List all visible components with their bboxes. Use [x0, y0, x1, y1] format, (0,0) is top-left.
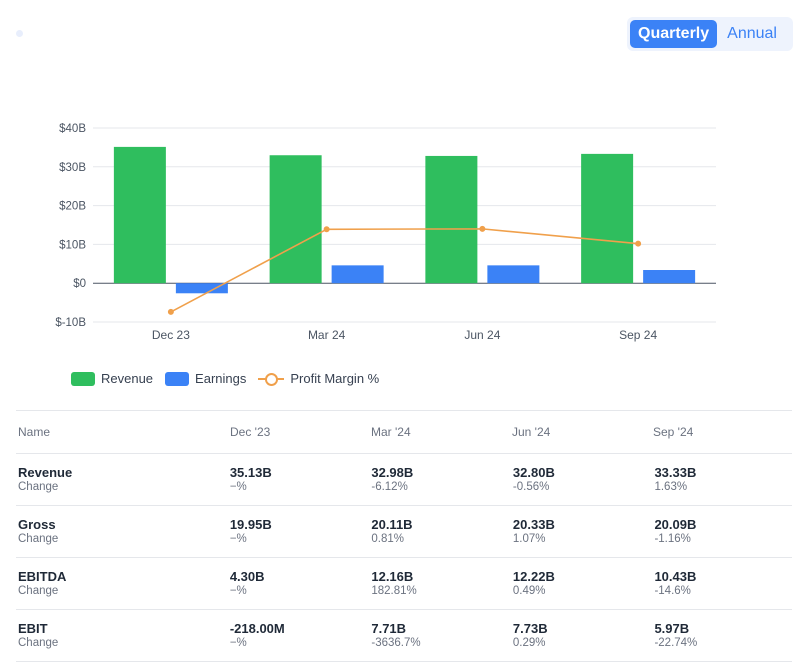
legend-label-earnings: Earnings [195, 371, 247, 386]
header-name: Name [18, 425, 51, 439]
legend-label-profit-margin: Profit Margin % [290, 371, 380, 386]
header-mar-24: Mar '24 [371, 425, 411, 439]
cell-change: 1.07% [512, 533, 546, 545]
earnings-bar [487, 265, 540, 284]
cell-value: 5.97B [654, 621, 690, 636]
earnings-swatch [165, 371, 190, 386]
cell-value: 19.95B [229, 517, 272, 532]
legend-item-revenue[interactable]: Revenue [71, 371, 153, 386]
cell-change: 0.29% [512, 637, 546, 649]
y-tick-label: $30B [59, 162, 86, 174]
row-change-label: Change [18, 481, 59, 493]
header-jun-24: Jun '24 [512, 425, 551, 439]
x-tick-label: Sep 24 [619, 328, 657, 342]
x-tick-label: Mar 24 [308, 328, 346, 342]
row-change-label: Change [18, 585, 59, 597]
cell-value: 4.30B [229, 569, 265, 584]
row-name: EBIT [18, 621, 48, 636]
cell-change: −% [229, 481, 247, 493]
cell-value: 20.11B [371, 517, 413, 532]
cell-change: −% [229, 585, 247, 597]
cell-change: −% [229, 637, 247, 649]
cell-change: 182.81% [371, 585, 417, 597]
cell-change: -1.16% [654, 533, 691, 545]
financials-table: Name Dec '23 Mar '24 Jun '24 Sep '24 Rev… [16, 410, 792, 662]
period-toggle: Quarterly Annual [627, 17, 793, 51]
row-change-label: Change [18, 637, 59, 649]
cell-value: 12.16B [371, 569, 414, 584]
table-header: Name Dec '23 Mar '24 Jun '24 Sep '24 [16, 411, 792, 454]
financials-chart: $40B $30B $20B $10B $0 $-10B Dec 23 Mar 24 Jun 2… [55, 123, 716, 342]
profit-margin-point [479, 225, 486, 232]
cell-change: 1.63% [654, 481, 688, 493]
revenue-swatch [71, 371, 95, 386]
cell-change: -6.12% [371, 481, 408, 493]
chart-legend: Revenue Earnings Profit Margin % [71, 371, 391, 386]
revenue-bar [581, 153, 634, 284]
y-tick-label: $-10B [55, 317, 86, 329]
revenue-bar [269, 155, 322, 284]
profit-margin-point [323, 226, 330, 233]
earnings-bar [331, 265, 384, 284]
legend-item-profit-margin[interactable]: Profit Margin % [258, 371, 379, 386]
cell-change: 0.49% [512, 585, 546, 597]
cell-value: 33.33B [654, 465, 697, 480]
status-dot [16, 30, 23, 37]
cell-value: 10.43B [654, 569, 697, 584]
profit-margin-line [170, 228, 639, 313]
y-tick-label: $40B [59, 123, 86, 135]
cell-change: −% [229, 533, 247, 545]
x-tick-label: Jun 24 [464, 328, 500, 342]
cell-value: 7.73B [512, 621, 548, 636]
table-row-ebitda: EBITDA Change 4.30B −% 12.16B 182.81% 12… [16, 558, 792, 610]
table-row-revenue: Revenue Change 35.13B −% 32.98B -6.12% 3… [16, 454, 792, 506]
cell-value: 32.80B [512, 465, 555, 480]
header-dec-23: Dec '23 [230, 425, 271, 439]
cell-change: 0.81% [371, 533, 404, 545]
cell-value: 12.22B [512, 569, 555, 584]
table-row-ebit: EBIT Change -218.00M −% 7.71B -3636.7% 7… [16, 610, 792, 662]
cell-change: -22.74% [654, 637, 698, 649]
profit-margin-swatch [258, 372, 285, 386]
row-name: Revenue [18, 465, 73, 480]
y-tick-label: $0 [73, 278, 86, 290]
earnings-bar [643, 270, 696, 284]
profit-margin-point [167, 308, 174, 315]
row-name: EBITDA [18, 569, 67, 584]
earnings-bar [175, 283, 228, 294]
revenue-bar [113, 146, 166, 284]
y-tick-label: $20B [59, 201, 86, 213]
table-row-gross: Gross Change 19.95B −% 20.11B 0.81% 20.3… [16, 506, 792, 558]
profit-margin-point [635, 240, 642, 247]
legend-item-earnings[interactable]: Earnings [165, 371, 246, 386]
cell-value: 7.71B [371, 621, 407, 636]
quarterly-button[interactable]: Quarterly [630, 20, 718, 48]
row-name: Gross [18, 517, 56, 532]
cell-value: 20.33B [512, 517, 555, 532]
row-change-label: Change [18, 533, 59, 545]
annual-button[interactable]: Annual [727, 25, 777, 42]
revenue-bar [425, 155, 478, 284]
cell-change: -14.6% [654, 585, 691, 597]
cell-value: -218.00M [229, 621, 285, 636]
cell-change: -3636.7% [371, 637, 421, 649]
cell-value: 32.98B [371, 465, 414, 480]
cell-value: 20.09B [654, 517, 697, 532]
header-sep-24: Sep '24 [653, 425, 694, 439]
legend-label-revenue: Revenue [101, 371, 154, 386]
cell-value: 35.13B [229, 465, 272, 480]
cell-change: -0.56% [512, 481, 550, 493]
x-tick-label: Dec 23 [152, 328, 190, 342]
y-tick-label: $10B [59, 239, 86, 251]
